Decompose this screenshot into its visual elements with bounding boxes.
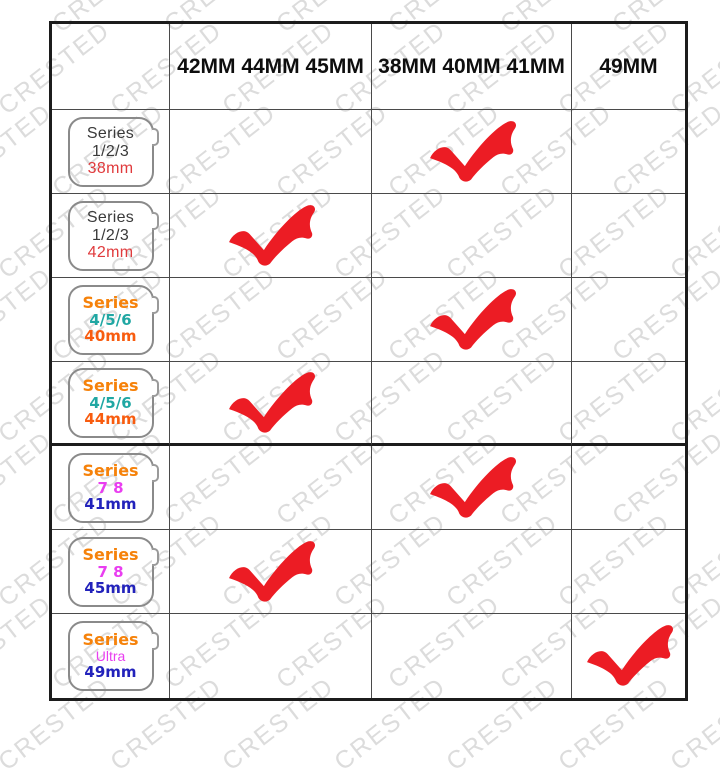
watch-series-label: Series — [86, 124, 135, 142]
compat-cell — [372, 194, 572, 278]
watch-size-label: 45mm — [84, 579, 137, 598]
watch-icon: Series 1/2/3 38mm — [67, 116, 159, 187]
check-icon — [586, 625, 673, 686]
watch-icon: Series Ultra 49mm — [67, 621, 159, 691]
header-49mm: 49MM — [572, 24, 685, 110]
watch-generation-label: 7 8 — [97, 478, 124, 497]
watch-size-label: 38mm — [87, 160, 134, 178]
compat-cell — [170, 614, 372, 698]
header-38-40-41mm: 38MM 40MM 41MM — [372, 24, 572, 110]
watch-series-label: Series — [82, 629, 139, 649]
compat-cell — [572, 446, 685, 530]
header-42-44-45mm: 42MM 44MM 45MM — [170, 24, 372, 110]
compat-cell — [170, 194, 372, 278]
watch-series-label: Series — [86, 208, 135, 226]
compat-cell — [170, 530, 372, 614]
watch-size-label: 41mm — [84, 495, 137, 514]
watch-generation-label: 4/5/6 — [89, 393, 132, 412]
compat-cell — [572, 110, 685, 194]
watch-icon: Series 4/5/6 44mm — [67, 367, 159, 438]
watch-icon: Series 1/2/3 42mm — [67, 200, 159, 271]
compat-cell — [572, 362, 685, 446]
compat-cell — [372, 278, 572, 362]
compat-cell — [372, 110, 572, 194]
watch-size-label: 44mm — [84, 410, 137, 429]
compat-cell — [372, 530, 572, 614]
compat-cell — [572, 194, 685, 278]
check-icon — [429, 120, 516, 182]
watch-model-cell: Series 4/5/6 44mm — [52, 362, 170, 446]
watch-size-label: 49mm — [84, 663, 137, 682]
watch-size-label: 40mm — [84, 327, 137, 346]
compat-cell — [372, 362, 572, 446]
watch-series-label: Series — [82, 460, 139, 480]
watch-crown-icon — [151, 378, 159, 397]
watch-icon: Series 7 8 41mm — [67, 452, 159, 523]
watch-icon: Series 4/5/6 40mm — [67, 284, 159, 355]
watch-crown-icon — [151, 211, 159, 230]
watch-model-cell: Series 1/2/3 38mm — [52, 110, 170, 194]
compat-cell — [572, 278, 685, 362]
compat-cell — [372, 446, 572, 530]
watch-icon: Series 7 8 45mm — [67, 536, 159, 607]
watch-crown-icon — [151, 547, 159, 566]
size-compatibility-table: 42MM 44MM 45MM 38MM 40MM 41MM 49MM Serie… — [49, 21, 688, 701]
compat-cell — [572, 614, 685, 698]
watch-series-label: Series — [82, 292, 139, 312]
watch-crown-icon — [151, 463, 159, 482]
check-icon — [429, 456, 516, 518]
watch-series-label: Series — [82, 375, 139, 395]
check-icon — [228, 540, 315, 602]
check-icon — [228, 371, 315, 433]
check-icon — [228, 204, 315, 266]
watch-model-cell: Series Ultra 49mm — [52, 614, 170, 698]
compat-cell — [572, 530, 685, 614]
watch-model-cell: Series 7 8 45mm — [52, 530, 170, 614]
header-models-cell — [52, 24, 170, 110]
watch-generation-label: 4/5/6 — [89, 310, 132, 329]
watch-size-label: 42mm — [87, 244, 134, 262]
watch-model-cell: Series 1/2/3 42mm — [52, 194, 170, 278]
watch-crown-icon — [151, 632, 159, 650]
compat-cell — [170, 110, 372, 194]
watch-generation-label: 1/2/3 — [91, 142, 130, 160]
watch-series-label: Series — [82, 544, 139, 564]
watch-model-cell: Series 7 8 41mm — [52, 446, 170, 530]
check-icon — [429, 288, 516, 350]
watch-crown-icon — [151, 295, 159, 314]
watch-crown-icon — [151, 127, 159, 146]
watch-generation-label: 7 8 — [97, 562, 124, 581]
compat-cell — [170, 362, 372, 446]
compat-cell — [170, 278, 372, 362]
watch-model-cell: Series 4/5/6 40mm — [52, 278, 170, 362]
watch-generation-label: 1/2/3 — [91, 226, 130, 244]
compat-cell — [170, 446, 372, 530]
watch-generation-label: Ultra — [95, 647, 126, 664]
compat-cell — [372, 614, 572, 698]
